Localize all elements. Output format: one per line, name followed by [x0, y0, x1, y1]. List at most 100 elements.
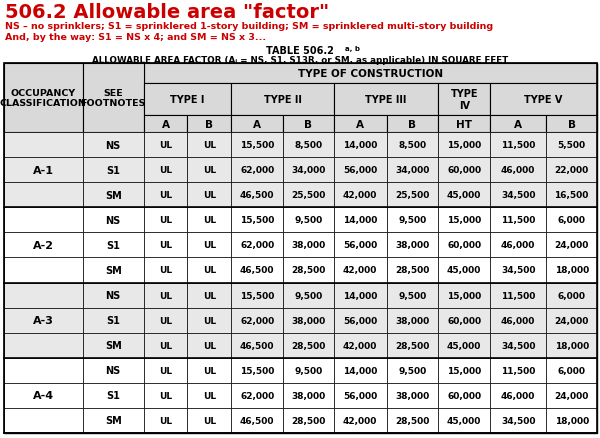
Text: 45,000: 45,000: [447, 416, 481, 425]
Text: 34,500: 34,500: [501, 416, 535, 425]
Text: 8,500: 8,500: [295, 141, 322, 150]
Bar: [334, 283, 386, 308]
Text: 46,000: 46,000: [501, 166, 535, 175]
Bar: [386, 133, 439, 158]
Bar: [439, 158, 490, 183]
Text: B: B: [205, 119, 214, 129]
Text: UL: UL: [159, 166, 172, 175]
Bar: [439, 408, 490, 433]
Text: 15,500: 15,500: [240, 216, 274, 225]
Text: 46,500: 46,500: [240, 341, 274, 350]
Text: 62,000: 62,000: [240, 316, 274, 325]
Text: TABLE 506.2: TABLE 506.2: [266, 46, 334, 56]
Bar: [334, 183, 386, 208]
Bar: [547, 116, 597, 133]
Bar: [283, 408, 334, 433]
Bar: [386, 358, 439, 383]
Bar: [490, 283, 547, 308]
Bar: [386, 158, 439, 183]
Text: 45,000: 45,000: [447, 266, 481, 275]
Text: 62,000: 62,000: [240, 391, 274, 400]
Text: 38,000: 38,000: [395, 391, 430, 400]
Bar: [439, 308, 490, 333]
Text: 9,500: 9,500: [398, 366, 427, 375]
Bar: [143, 233, 187, 258]
Text: UL: UL: [159, 316, 172, 325]
Bar: [83, 133, 143, 158]
Bar: [143, 183, 187, 208]
Bar: [439, 233, 490, 258]
Text: SM: SM: [105, 265, 122, 276]
Bar: [143, 283, 187, 308]
Text: 9,500: 9,500: [294, 291, 323, 300]
Text: 11,500: 11,500: [501, 141, 535, 150]
Bar: [490, 183, 547, 208]
Text: UL: UL: [203, 316, 216, 325]
Text: 9,500: 9,500: [398, 291, 427, 300]
Bar: [439, 116, 490, 133]
Text: 14,000: 14,000: [343, 141, 377, 150]
Text: 9,500: 9,500: [294, 366, 323, 375]
Bar: [187, 133, 231, 158]
Text: 18,000: 18,000: [554, 266, 589, 275]
Bar: [143, 84, 231, 116]
Text: SM: SM: [105, 190, 122, 200]
Bar: [439, 358, 490, 383]
Text: A-4: A-4: [33, 391, 54, 400]
Text: 15,500: 15,500: [240, 291, 274, 300]
Bar: [231, 308, 283, 333]
Text: 11,500: 11,500: [501, 291, 535, 300]
Text: 506.2 Allowable area "factor": 506.2 Allowable area "factor": [5, 3, 329, 22]
Bar: [386, 116, 439, 133]
Bar: [490, 233, 547, 258]
Bar: [547, 283, 597, 308]
Text: UL: UL: [159, 266, 172, 275]
Bar: [143, 333, 187, 358]
Text: UL: UL: [159, 416, 172, 425]
Text: TYPE V: TYPE V: [524, 95, 563, 105]
Bar: [386, 208, 439, 233]
Bar: [231, 116, 283, 133]
Bar: [143, 358, 187, 383]
Text: UL: UL: [203, 141, 216, 150]
Text: And, by the way: S1 = NS x 4; and SM = NS x 3...: And, by the way: S1 = NS x 4; and SM = N…: [5, 33, 266, 42]
Text: 8,500: 8,500: [398, 141, 427, 150]
Bar: [4, 64, 597, 433]
Text: 28,500: 28,500: [395, 341, 430, 350]
Text: 14,000: 14,000: [343, 216, 377, 225]
Text: 9,500: 9,500: [294, 216, 323, 225]
Bar: [283, 116, 334, 133]
Text: 34,000: 34,000: [291, 166, 326, 175]
Text: UL: UL: [159, 241, 172, 250]
Bar: [334, 358, 386, 383]
Text: S1: S1: [106, 240, 120, 250]
Text: TYPE OF CONSTRUCTION: TYPE OF CONSTRUCTION: [298, 69, 443, 79]
Bar: [283, 133, 334, 158]
Bar: [231, 208, 283, 233]
Text: OCCUPANCY
CLASSIFICATION: OCCUPANCY CLASSIFICATION: [0, 88, 87, 108]
Text: 28,500: 28,500: [291, 341, 326, 350]
Bar: [547, 233, 597, 258]
Text: 56,000: 56,000: [343, 316, 377, 325]
Text: 11,500: 11,500: [501, 216, 535, 225]
Bar: [187, 308, 231, 333]
Bar: [334, 333, 386, 358]
Text: TYPE I: TYPE I: [170, 95, 205, 105]
Bar: [490, 158, 547, 183]
Bar: [386, 283, 439, 308]
Bar: [439, 208, 490, 233]
Bar: [83, 358, 143, 383]
Text: 38,000: 38,000: [291, 391, 326, 400]
Text: 24,000: 24,000: [554, 316, 589, 325]
Text: 18,000: 18,000: [554, 341, 589, 350]
Text: S1: S1: [106, 315, 120, 325]
Bar: [83, 183, 143, 208]
Text: UL: UL: [159, 341, 172, 350]
Bar: [187, 208, 231, 233]
Bar: [231, 383, 283, 408]
Text: UL: UL: [203, 216, 216, 225]
Text: A: A: [356, 119, 364, 129]
Bar: [4, 233, 83, 258]
Bar: [231, 133, 283, 158]
Bar: [547, 358, 597, 383]
